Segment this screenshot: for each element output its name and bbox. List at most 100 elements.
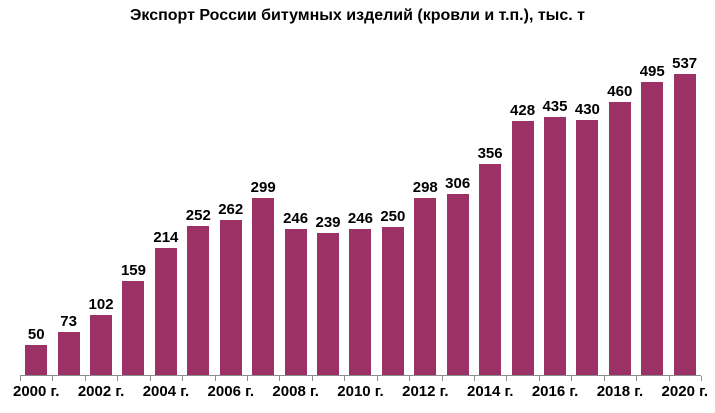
x-axis-tick xyxy=(279,376,280,381)
bar-column: 306 xyxy=(441,55,473,375)
bar xyxy=(349,229,372,375)
bar-value-label: 495 xyxy=(639,63,665,80)
bar xyxy=(25,345,48,375)
bar xyxy=(122,281,145,375)
bar xyxy=(543,117,566,375)
x-axis-label: 2012 г. xyxy=(402,383,449,400)
bar xyxy=(154,248,177,375)
x-axis-tick xyxy=(20,376,21,381)
bar-column: 495 xyxy=(636,55,668,375)
bar-column: 214 xyxy=(150,55,182,375)
bar xyxy=(317,233,339,375)
bar-value-label: 262 xyxy=(218,201,244,218)
x-axis-tick xyxy=(409,376,410,381)
x-axis-tick xyxy=(701,376,702,381)
x-axis-tick xyxy=(539,376,540,381)
bar-value-label: 298 xyxy=(412,179,438,196)
x-axis-label: 2000 г. xyxy=(12,383,60,400)
bar-column: 246 xyxy=(344,55,376,375)
bar-value-label: 73 xyxy=(60,313,77,330)
bar-value-label: 428 xyxy=(510,102,536,119)
bar-value-label: 239 xyxy=(315,214,341,231)
bar-value-label: 102 xyxy=(88,296,114,313)
bar-value-label: 246 xyxy=(347,210,373,227)
bar-value-label: 50 xyxy=(27,326,45,343)
x-axis-tick xyxy=(312,376,313,381)
bar-value-label: 356 xyxy=(477,145,503,162)
x-axis-tick xyxy=(182,376,183,381)
x-axis-tick xyxy=(604,376,605,381)
bar-column: 428 xyxy=(506,55,538,375)
x-axis-label: 2008 г. xyxy=(272,383,319,400)
bar xyxy=(479,164,502,375)
x-axis-tick xyxy=(571,376,572,381)
bar-value-label: 435 xyxy=(542,98,568,115)
bar xyxy=(608,102,631,375)
chart-title: Экспорт России битумных изделий (кровли … xyxy=(130,7,585,24)
x-axis-tick xyxy=(215,376,216,381)
bar-column: 537 xyxy=(668,55,700,375)
x-axis-label: 2018 г. xyxy=(596,383,644,400)
bar-column: 239 xyxy=(312,55,344,375)
x-axis-label: 2016 г. xyxy=(531,383,579,400)
bar-column: 73 xyxy=(52,55,84,375)
bar-column: 262 xyxy=(215,55,247,375)
x-axis-tick xyxy=(636,376,637,381)
bar-column: 159 xyxy=(117,55,149,375)
bar-column: 102 xyxy=(85,55,117,375)
bar-value-label: 214 xyxy=(153,229,179,246)
x-axis-line xyxy=(20,375,701,376)
bar-column: 298 xyxy=(409,55,441,375)
bar-value-label: 460 xyxy=(607,83,633,100)
x-axis-tick xyxy=(377,376,378,381)
bar xyxy=(446,194,469,375)
bar-column: 250 xyxy=(377,55,409,375)
x-axis-tick xyxy=(150,376,151,381)
bar-column: 252 xyxy=(182,55,214,375)
bar-value-label: 306 xyxy=(445,175,471,192)
x-axis-label: 2010 г. xyxy=(337,383,384,400)
bar-value-label: 537 xyxy=(672,55,698,72)
x-axis-label: 2020 г. xyxy=(661,383,709,400)
plot-area: 50 73 102 159 214 252 262 299 246 239 246 250 298 306… xyxy=(20,55,701,375)
x-axis-tick xyxy=(669,376,670,381)
x-axis-tick xyxy=(247,376,248,381)
x-axis-label: 2002 г. xyxy=(77,383,125,400)
bar xyxy=(576,120,599,375)
bar-column: 460 xyxy=(604,55,636,375)
x-axis-label: 2006 г. xyxy=(207,383,255,400)
x-axis-tick xyxy=(117,376,118,381)
x-axis-tick xyxy=(52,376,53,381)
bar-value-label: 250 xyxy=(380,208,406,225)
x-axis-tick xyxy=(474,376,475,381)
bar xyxy=(90,315,113,375)
bar xyxy=(673,74,696,375)
bar-column: 430 xyxy=(571,55,603,375)
bar-value-label: 430 xyxy=(574,101,600,118)
bar xyxy=(511,121,534,375)
x-axis-tick xyxy=(506,376,507,381)
x-axis-tick xyxy=(442,376,443,381)
x-axis-tick xyxy=(344,376,345,381)
bar-column: 435 xyxy=(539,55,571,375)
bar xyxy=(57,332,80,375)
bar xyxy=(381,227,404,375)
bar xyxy=(641,82,664,375)
bar-column: 246 xyxy=(279,55,311,375)
bar-value-label: 299 xyxy=(250,179,276,196)
bar-column: 356 xyxy=(474,55,506,375)
bar xyxy=(284,229,307,375)
bar xyxy=(252,198,275,375)
bar-value-label: 246 xyxy=(283,210,309,227)
bar-value-label: 159 xyxy=(120,262,146,279)
bar xyxy=(187,226,210,375)
bar-column: 50 xyxy=(20,55,52,375)
bar xyxy=(219,220,242,375)
bar-value-label: 252 xyxy=(185,207,211,224)
x-axis-label: 2004 г. xyxy=(142,383,190,400)
bar xyxy=(414,198,437,375)
x-axis-label: 2014 г. xyxy=(466,383,514,400)
x-axis-tick xyxy=(85,376,86,381)
bar-column: 299 xyxy=(247,55,279,375)
